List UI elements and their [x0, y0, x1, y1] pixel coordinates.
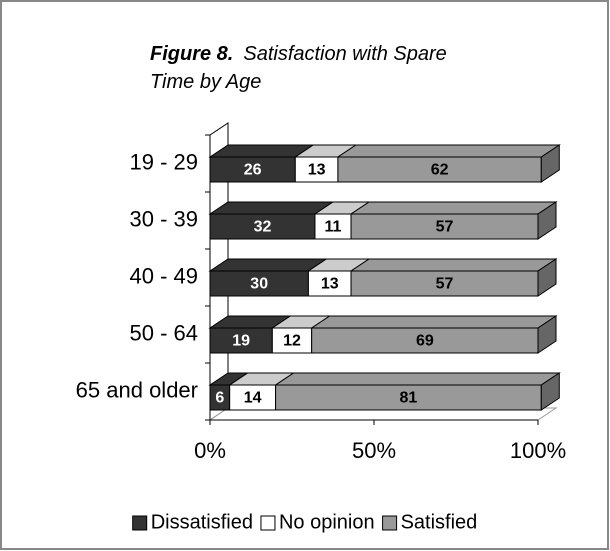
bar — [307, 270, 352, 297]
value-label: 26 — [244, 162, 262, 179]
y-tick-label: 65 and older — [76, 377, 198, 402]
value-label: 32 — [254, 219, 272, 236]
bar-side — [540, 372, 560, 411]
bar — [275, 384, 542, 411]
value-label: 57 — [436, 276, 454, 293]
legend-swatch — [132, 515, 148, 531]
bar — [271, 327, 313, 354]
x-tick-label: 100% — [510, 438, 566, 463]
value-label: 14 — [244, 390, 262, 407]
value-label: 11 — [325, 219, 342, 236]
bar-top — [336, 144, 561, 158]
bar-side — [537, 201, 557, 240]
value-label: 69 — [416, 333, 434, 350]
legend-swatch — [382, 515, 398, 531]
y-tick-label: 30 - 39 — [130, 206, 199, 231]
bar — [209, 213, 316, 240]
value-label: 57 — [436, 219, 454, 236]
value-label: 13 — [321, 276, 339, 293]
chart-subtitle: Satisfaction with Spare Time by Age — [150, 43, 447, 93]
bar-top — [349, 201, 558, 215]
value-label: 62 — [431, 162, 449, 179]
y-tick-label: 50 - 64 — [130, 320, 199, 345]
bar — [229, 384, 277, 411]
x-tick-label: 0% — [194, 438, 226, 463]
bar — [209, 327, 273, 354]
value-label: 12 — [283, 333, 301, 350]
bar — [209, 270, 309, 297]
bar — [350, 270, 539, 297]
bar-side — [540, 144, 560, 183]
title-block: Figure 8. Satisfaction with Spare Time by… — [150, 40, 490, 96]
chart-title: Figure 8. — [150, 43, 234, 65]
bar — [350, 213, 539, 240]
bar — [337, 156, 542, 183]
bar-top — [273, 372, 561, 386]
value-label: 30 — [250, 276, 268, 293]
legend-label: Satisfied — [401, 511, 478, 533]
bar — [314, 213, 352, 240]
value-label: 19 — [232, 333, 250, 350]
value-label: 6 — [215, 390, 224, 407]
bar-top — [208, 201, 335, 215]
y-tick-label: 40 - 49 — [130, 263, 199, 288]
bar — [294, 156, 339, 183]
bar-top — [349, 258, 558, 272]
bar-top — [310, 315, 558, 329]
bar-side — [537, 315, 557, 354]
value-label: 13 — [308, 162, 326, 179]
y-tick-label: 19 - 29 — [130, 149, 199, 174]
legend-label: No opinion — [279, 511, 375, 533]
value-label: 81 — [400, 390, 418, 407]
bar — [311, 327, 539, 354]
legend-swatch — [260, 515, 276, 531]
bar-top — [208, 258, 329, 272]
bar-side — [537, 258, 557, 297]
x-tick-label: 50% — [352, 438, 396, 463]
legend-label: Dissatisfied — [151, 511, 253, 533]
